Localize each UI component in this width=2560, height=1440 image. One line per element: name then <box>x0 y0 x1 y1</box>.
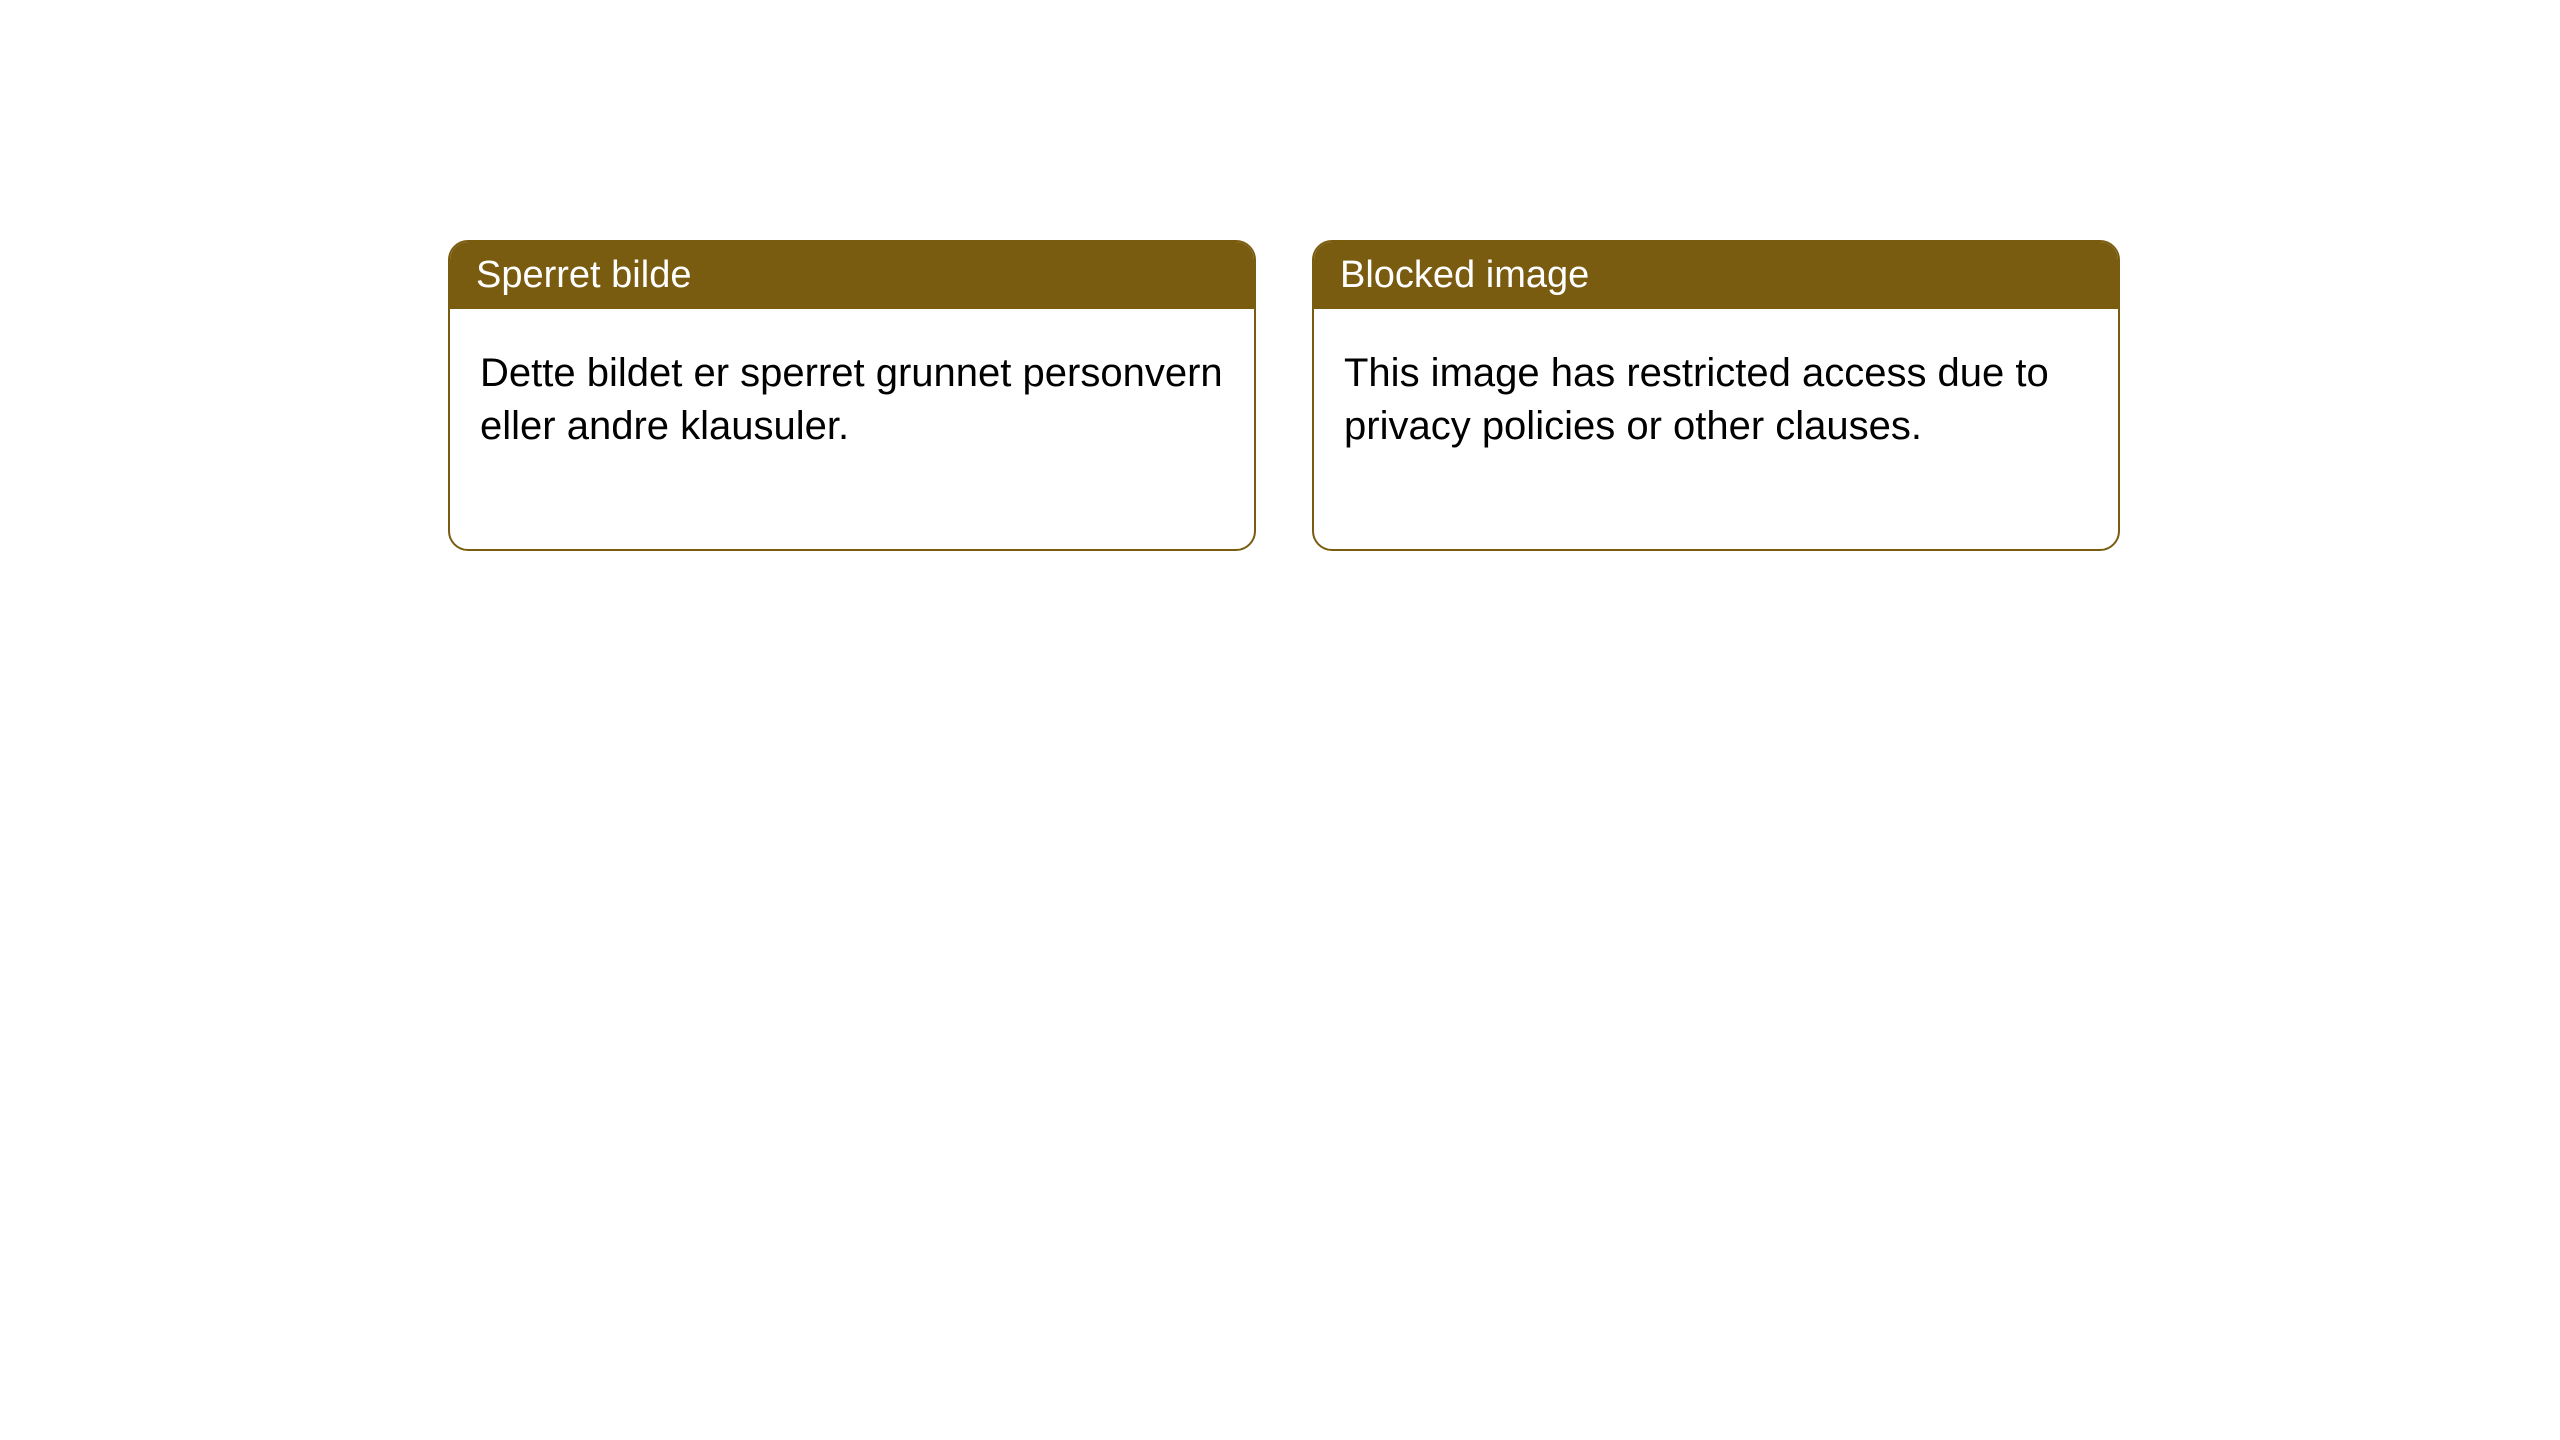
notice-title-no: Sperret bilde <box>476 254 691 296</box>
notice-text-en: This image has restricted access due to … <box>1344 351 2049 448</box>
notice-header-en: Blocked image <box>1314 242 2118 309</box>
notice-card-en: Blocked image This image has restricted … <box>1312 240 2120 551</box>
notice-body-no: Dette bildet er sperret grunnet personve… <box>450 309 1254 549</box>
notice-title-en: Blocked image <box>1340 254 1589 296</box>
notice-cards-container: Sperret bilde Dette bildet er sperret gr… <box>448 240 2120 551</box>
notice-text-no: Dette bildet er sperret grunnet personve… <box>480 351 1223 448</box>
notice-body-en: This image has restricted access due to … <box>1314 309 2118 549</box>
notice-card-no: Sperret bilde Dette bildet er sperret gr… <box>448 240 1256 551</box>
notice-header-no: Sperret bilde <box>450 242 1254 309</box>
